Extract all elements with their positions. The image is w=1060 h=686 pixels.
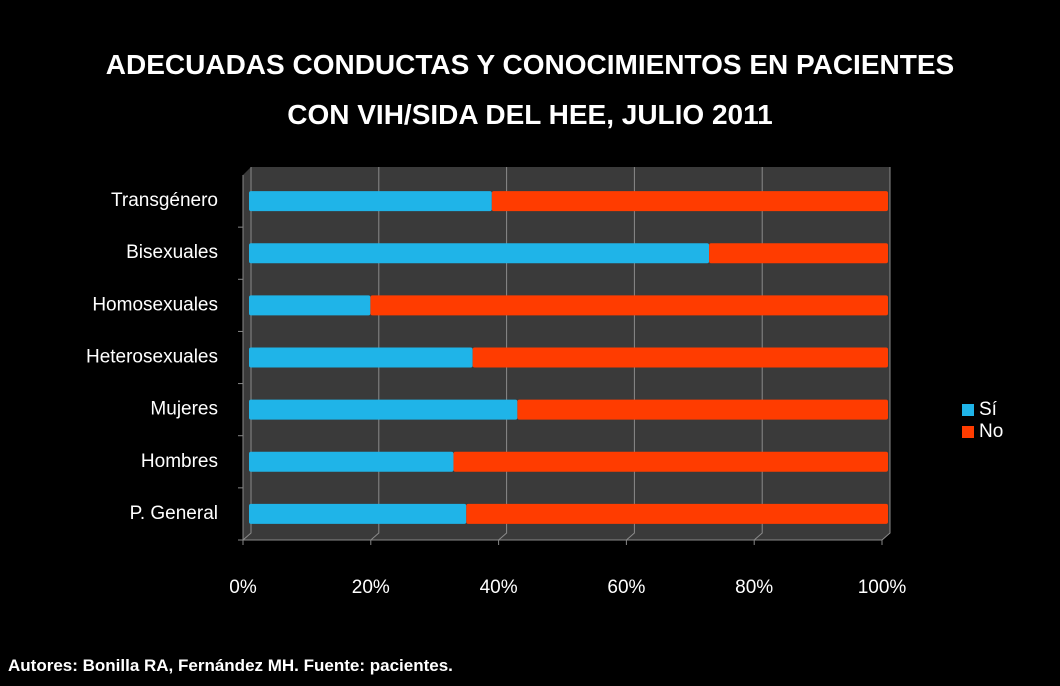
y-tick-label: P. General bbox=[130, 503, 218, 524]
grid-line bbox=[881, 167, 891, 541]
grid-line bbox=[753, 167, 763, 541]
bar-segment bbox=[491, 191, 888, 212]
grid-line bbox=[242, 167, 252, 541]
bar-segment bbox=[249, 295, 371, 316]
y-tick-label: Transgénero bbox=[111, 190, 218, 211]
footer: Autores: Bonilla RA, Fernández MH. Fuent… bbox=[8, 656, 453, 675]
bar-segment bbox=[249, 399, 518, 420]
bar-segment bbox=[472, 347, 888, 368]
bar-segment bbox=[249, 347, 473, 368]
grid-line bbox=[626, 167, 635, 541]
y-tick-label: Heterosexuales bbox=[86, 347, 218, 368]
bar-segment bbox=[709, 243, 888, 264]
bar-segment bbox=[249, 243, 710, 264]
y-tick-label: Hombres bbox=[141, 451, 218, 472]
y-tick-label: Bisexuales bbox=[126, 242, 218, 263]
bar-segment bbox=[249, 451, 454, 472]
grid-line bbox=[498, 167, 508, 541]
legend-label: No bbox=[979, 421, 1003, 442]
grid-line bbox=[370, 167, 380, 541]
x-tick-label: 20% bbox=[352, 577, 390, 598]
x-tick-label: 40% bbox=[480, 577, 518, 598]
bar-segment bbox=[466, 503, 888, 524]
x-tick-label: 80% bbox=[735, 577, 773, 598]
bar-segment bbox=[453, 451, 888, 472]
bar-segment bbox=[249, 191, 492, 212]
legend-swatch bbox=[962, 404, 974, 416]
x-tick-label: 60% bbox=[607, 577, 645, 598]
bar-segment bbox=[517, 399, 888, 420]
x-tick-label: 0% bbox=[229, 577, 257, 598]
chart-title: ADECUADAS CONDUCTAS Y CONOCIMIENTOS EN P… bbox=[105, 49, 955, 130]
bar-segment bbox=[370, 295, 888, 316]
y-tick-label: Mujeres bbox=[150, 399, 218, 420]
bar-segment bbox=[249, 503, 467, 524]
legend-label: Sí bbox=[979, 399, 998, 420]
x-tick-label: 100% bbox=[858, 577, 907, 598]
legend-swatch bbox=[962, 426, 974, 438]
y-tick-label: Homosexuales bbox=[92, 294, 218, 315]
